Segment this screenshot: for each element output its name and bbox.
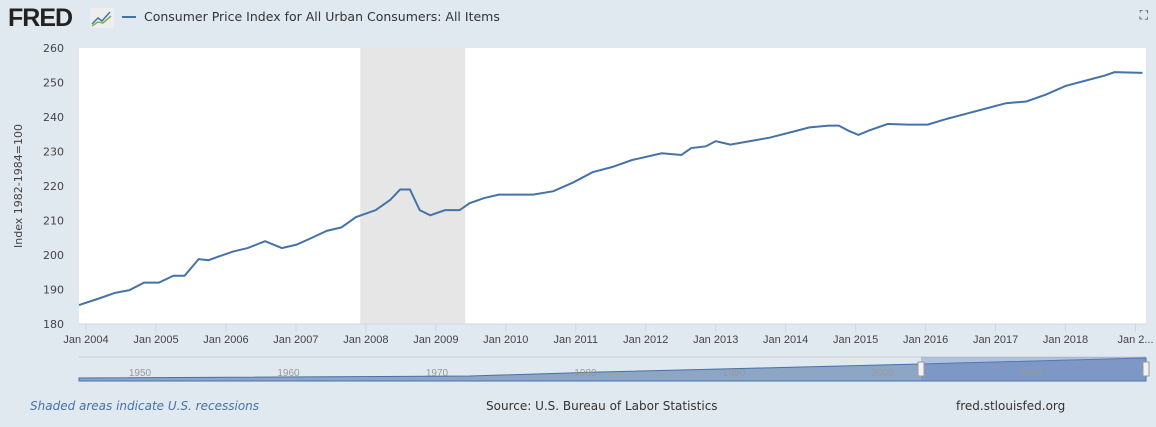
x-tick-label: Jan 2008 [343,334,388,346]
navigator-label: 1980 [574,368,597,379]
navigator-label: 1990 [723,368,746,379]
y-tick-label: 250 [43,77,64,90]
navigator-label: 2010 [1020,368,1043,379]
fred-logo[interactable]: FRED [8,4,73,32]
chart: 180 190 200 210 220 230 240 250 260 Jan 2004 Jan 2… [12,42,1154,382]
navigator-label: 1950 [129,368,152,379]
x-tick-label: Jan 2006 [203,334,248,346]
site-link[interactable]: fred.stlouisfed.org [956,399,1066,413]
x-tick-label: Jan 2013 [693,334,738,346]
x-tick-label: Jan 2010 [483,334,528,346]
x-tick-label: Jan 2012 [623,334,668,346]
recession-note[interactable]: Shaded areas indicate U.S. recessions [30,399,260,413]
navigator-label: 1960 [277,368,300,379]
x-tick-label: Jan 2018 [1043,334,1088,346]
y-tick-label: 200 [43,249,64,262]
legend-label: Consumer Price Index for All Urban Consu… [144,9,500,24]
fullscreen-icon[interactable]: ⛶ [1139,8,1148,22]
recession-shade [360,48,466,324]
x-tick-label: Jan 2011 [554,334,598,346]
y-tick-label: 190 [43,284,64,297]
navigator-handle[interactable] [1142,361,1150,377]
plot-area [79,48,1146,324]
y-tick-label: 180 [43,318,64,331]
y-tick-label: 240 [43,111,64,124]
navigator-handle[interactable] [917,361,925,377]
y-tick-label: 220 [43,180,64,193]
series-line [78,71,1143,306]
navigator-selection [921,357,1146,381]
x-tick-label: Jan 2014 [763,334,808,346]
x-tick-label: Jan 2017 [973,334,1018,346]
x-tick-label: Jan 2004 [63,334,108,346]
source-text: Source: U.S. Bureau of Labor Statistics [486,399,718,413]
legend-item[interactable]: Consumer Price Index for All Urban Consu… [122,9,500,24]
y-tick-label: 260 [43,42,64,55]
legend-swatch [122,15,136,18]
navigator-label: 1970 [426,368,449,379]
x-tick-label: Jan 2016 [903,334,948,346]
y-tick-label: 210 [43,215,64,228]
x-tick-label: Jan 2009 [413,334,458,346]
navigator-label: 2000 [871,368,894,379]
chart-logo-icon [90,8,114,28]
y-axis-title: Index 1982-1984=100 [12,124,25,248]
x-tick-label: Jan 2007 [273,334,318,346]
x-tick-label: Jan 2005 [133,334,178,346]
y-tick-label: 230 [43,146,64,159]
x-tick-label: Jan 2... [1117,334,1153,346]
x-tick-label: Jan 2015 [833,334,878,346]
